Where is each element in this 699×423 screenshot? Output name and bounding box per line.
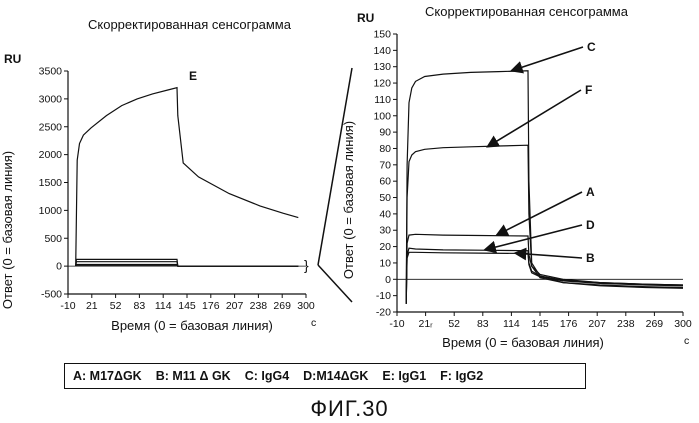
right-y-tick-label: 120 — [373, 78, 391, 90]
right-x-tick-label: -10 — [389, 318, 404, 330]
callout-arrow-b — [513, 247, 583, 261]
left-x-tick-label: 83 — [134, 300, 146, 312]
right-y-tick-label: 80 — [379, 143, 391, 155]
left-axes: -500 0 500 1000 1500 2000 2500 3000 3500 -10 21 52 8… — [39, 66, 315, 313]
left-y-tick-label: -500 — [41, 289, 62, 301]
right-x-tick-label: 207 — [588, 318, 606, 330]
left-y-tick-label: 2500 — [39, 121, 63, 133]
callout-arrow-a — [495, 191, 583, 236]
right-y-tick-label: 110 — [374, 94, 391, 106]
right-series-line-f — [405, 144, 684, 304]
left-x-tick-label: 300 — [297, 300, 315, 312]
callout-label-d: D — [586, 218, 595, 232]
right-y-tick-label: -10 — [376, 290, 391, 302]
left-series-line-e — [75, 86, 299, 267]
right-y-tick-label: 50 — [379, 192, 391, 204]
callout-label-a: A — [586, 185, 595, 199]
callout-label-c: C — [587, 40, 596, 54]
left-x-unit: c — [311, 317, 316, 329]
right-chart-title: Скорректированная сенсограмма — [425, 4, 629, 19]
left-label-e: E — [189, 69, 197, 83]
left-y-tick-label: 2000 — [39, 149, 63, 161]
left-x-tick-label: 207 — [226, 300, 244, 312]
left-y-tick-label: 3500 — [39, 66, 63, 78]
right-series-line-c — [405, 70, 684, 304]
right-series-line-b — [405, 251, 684, 304]
left-chart-title: Скорректированная сенсограмма — [88, 17, 292, 32]
legend-item-b: B: M11 Δ GK — [155, 369, 231, 383]
right-callouts: C F A D B — [483, 40, 596, 265]
left-x-tick-label: 52 — [110, 300, 122, 312]
zoom-connector: } — [304, 67, 353, 303]
right-y-tick-label: 140 — [373, 45, 391, 57]
callout-label-f: F — [585, 83, 592, 97]
legend-item-f: F: IgG2 — [440, 369, 484, 383]
left-y-tick-label: 0 — [56, 261, 62, 273]
right-x-tick-label: 300 — [674, 318, 692, 330]
callout-arrow-f — [486, 89, 582, 148]
right-series-line-d — [405, 247, 684, 304]
right-x-tick-label: 83 — [477, 318, 489, 330]
left-series-group — [75, 86, 299, 267]
right-x-tick-label: 114 — [503, 318, 520, 330]
left-series-line-4 — [75, 264, 299, 267]
right-x-tick-label: 176 — [560, 318, 578, 330]
right-sensorgram-chart: Скорректированная сенсограмма RU Ответ (… — [341, 4, 692, 350]
right-y-tick-label: 150 — [373, 29, 391, 41]
right-y-tick-label: 10 — [379, 257, 391, 269]
left-x-tick-label: -10 — [60, 300, 75, 312]
right-x-tick-label: 52 — [448, 318, 460, 330]
right-x-unit: c — [684, 335, 689, 347]
left-x-tick-label: 145 — [178, 300, 196, 312]
legend-item-e: E: IgG1 — [382, 369, 427, 383]
left-x-tick-label: 176 — [202, 300, 220, 312]
left-x-tick-label: 114 — [155, 300, 172, 312]
left-y-axis-title: Ответ (0 = базовая линия) — [0, 151, 15, 309]
right-y-tick-label: 100 — [373, 110, 391, 122]
left-sensorgram-chart: Скорректированная сенсограмма RU Ответ (… — [0, 17, 316, 333]
left-x-tick-label: 238 — [250, 300, 268, 312]
zoom-brace: } — [304, 257, 309, 273]
left-y-tick-label: 1000 — [39, 205, 63, 217]
right-x-axis-title: Время (0 = базовая линия) — [442, 335, 604, 350]
right-x-tick-label: 145 — [531, 318, 549, 330]
figure-label: ФИГ.30 — [310, 396, 389, 421]
right-series-group — [405, 70, 684, 304]
right-y-tick-label: 0 — [385, 274, 391, 286]
right-y-tick-label: 130 — [373, 61, 391, 73]
right-y-tick-label: -20 — [376, 307, 391, 319]
legend-item-d: D:M14ΔGK — [303, 369, 369, 383]
callout-arrow-c — [509, 46, 584, 74]
right-y-tick-label: 90 — [379, 127, 391, 139]
right-x-tick-label: 238 — [617, 318, 635, 330]
callout-label-b: B — [586, 251, 595, 265]
right-series-line-a — [405, 233, 684, 304]
right-y-tick-label: 30 — [379, 225, 391, 237]
legend-item-c: C: IgG4 — [244, 369, 290, 383]
callout-arrow-d — [483, 224, 583, 254]
legend-item-a: A: M17ΔGK — [73, 369, 142, 383]
right-axes: -20-100102030405060708090100110120130140… — [373, 29, 691, 331]
left-x-tick-label: 21 — [86, 300, 98, 312]
legend-box: A: M17ΔGK B: M11 Δ GK C: IgG4 D:M14ΔGK E… — [64, 363, 586, 389]
left-ru-label: RU — [4, 52, 21, 66]
left-x-tick-label: 269 — [273, 300, 291, 312]
right-y-tick-label: 40 — [379, 208, 391, 220]
right-y-tick-label: 20 — [379, 241, 391, 253]
right-y-tick-label: 60 — [379, 176, 391, 188]
right-y-axis-title: Ответ (0 = базовая линия) — [341, 121, 356, 279]
left-x-axis-title: Время (0 = базовая линия) — [111, 318, 273, 333]
right-y-tick-label: 70 — [379, 159, 391, 171]
right-ru-label: RU — [357, 11, 374, 25]
right-x-tick-label: 21ᵣ — [418, 318, 433, 330]
right-x-tick-label: 269 — [646, 318, 664, 330]
left-y-tick-label: 1500 — [39, 177, 63, 189]
left-y-tick-label: 500 — [44, 233, 62, 245]
left-y-tick-label: 3000 — [39, 93, 63, 105]
